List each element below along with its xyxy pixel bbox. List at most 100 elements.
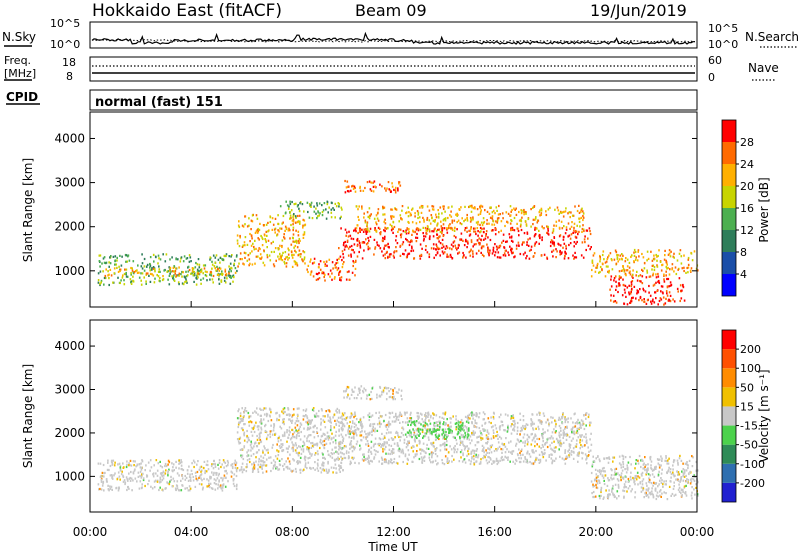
power-cell [282, 252, 284, 254]
power-cell [524, 252, 526, 254]
power-cell [403, 241, 405, 243]
power-cell [479, 224, 481, 226]
power-cell [166, 253, 168, 255]
velocity-cell [281, 446, 283, 448]
power-cell [266, 246, 268, 248]
power-cell [670, 255, 672, 257]
power-cell [348, 270, 350, 272]
velocity-cell [576, 443, 578, 445]
power-cell [429, 256, 431, 258]
velocity-cell [369, 416, 371, 418]
velocity-cell [340, 417, 342, 419]
power-cell [292, 266, 294, 268]
velocity-cell [385, 446, 387, 448]
power-cell [623, 303, 625, 305]
power-cell [411, 246, 413, 248]
velocity-cell [184, 475, 186, 477]
power-cell [265, 241, 267, 243]
velocity-cell [456, 426, 458, 428]
velocity-cell [435, 436, 437, 438]
velocity-cell [280, 464, 282, 466]
velocity-cell [596, 473, 598, 475]
power-cell [140, 280, 142, 282]
velocity-cell [354, 423, 356, 425]
velocity-cell [468, 430, 470, 432]
velocity-cell [173, 469, 175, 471]
power-cell [477, 208, 479, 210]
power-cell [567, 212, 569, 214]
velocity-cell [256, 412, 258, 414]
velocity-cell [469, 417, 471, 419]
velocity-cell [155, 472, 157, 474]
power-cell [280, 257, 282, 259]
velocity-cell [260, 415, 262, 417]
velocity-cell [467, 431, 469, 433]
power-cell [346, 279, 348, 281]
velocity-cell [521, 449, 523, 451]
power-cell [307, 271, 309, 273]
power-cell [114, 260, 116, 262]
power-cell [231, 267, 233, 269]
velocity-cell [547, 429, 549, 431]
power-cell [544, 254, 546, 256]
power-cell [422, 217, 424, 219]
power-cell [452, 222, 454, 224]
velocity-cell [422, 431, 424, 433]
velocity-cell [133, 464, 135, 466]
power-cell [427, 217, 429, 219]
velocity-cell [324, 415, 326, 417]
velocity-cell [262, 409, 264, 411]
velocity-cell [363, 388, 365, 390]
power-cell [546, 214, 548, 216]
power-ytick-label: 1000 [54, 264, 85, 278]
power-cell [539, 211, 541, 213]
velocity-cell [287, 457, 289, 459]
velocity-cell [339, 467, 341, 469]
velocity-cell [293, 408, 295, 410]
power-cell [377, 244, 379, 246]
freq-panel-frame [90, 57, 697, 81]
power-cell [648, 258, 650, 260]
power-cell [478, 242, 480, 244]
velocity-cell [381, 391, 383, 393]
velocity-cell [342, 425, 344, 427]
power-cell [380, 231, 382, 233]
velocity-cell [199, 483, 201, 485]
power-cell [547, 226, 549, 228]
velocity-cell [549, 437, 551, 439]
velocity-cell [301, 453, 303, 455]
power-cell [222, 273, 224, 275]
power-cell [616, 285, 618, 287]
velocity-cell [276, 449, 278, 451]
velocity-cell [270, 425, 272, 427]
power-cell [523, 213, 525, 215]
velocity-cell [462, 454, 464, 456]
velocity-cell [458, 421, 460, 423]
power-cell [660, 261, 662, 263]
power-cell [435, 214, 437, 216]
velocity-cell [189, 485, 191, 487]
power-cell [439, 254, 441, 256]
power-cell [445, 248, 447, 250]
power-cell [347, 190, 349, 192]
velocity-cell [558, 440, 560, 442]
velocity-cell [562, 437, 564, 439]
power-cell [642, 282, 644, 284]
velocity-cell [514, 423, 516, 425]
power-cell [288, 254, 290, 256]
velocity-cell [495, 435, 497, 437]
power-cell [579, 212, 581, 214]
power-cell [245, 252, 247, 254]
power-cell [314, 262, 316, 264]
power-cell [680, 284, 682, 286]
power-cell [581, 254, 583, 256]
power-cell [576, 256, 578, 258]
power-cell [356, 205, 358, 207]
velocity-cell [385, 414, 387, 416]
velocity-cell [421, 461, 423, 463]
power-cell [448, 227, 450, 229]
power-cell [158, 255, 160, 257]
power-cell [189, 261, 191, 263]
velocity-cell [541, 451, 543, 453]
velocity-cell [195, 475, 197, 477]
